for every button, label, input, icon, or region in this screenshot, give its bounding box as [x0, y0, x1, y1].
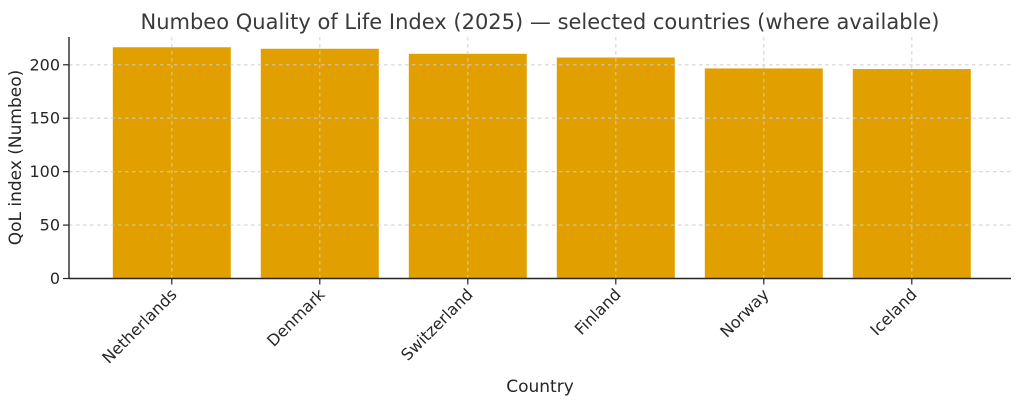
bar-finland — [556, 57, 675, 279]
x-tick-label-switzerland: Switzerland — [397, 285, 476, 364]
x-axis-label: Country — [506, 377, 574, 397]
bar-iceland — [852, 69, 971, 279]
y-tick-label: 200 — [29, 55, 60, 74]
y-tick-label: 100 — [29, 162, 60, 181]
grid-layer — [69, 37, 1011, 279]
chart-title: Numbeo Quality of Life Index (2025) — se… — [141, 10, 940, 34]
bars-layer — [112, 47, 971, 279]
x-tick-label-finland: Finland — [571, 285, 625, 339]
x-tick-label-denmark: Denmark — [263, 284, 329, 350]
y-tick-label: 50 — [40, 216, 60, 235]
x-tick-label-netherlands: Netherlands — [98, 285, 180, 367]
x-tick-label-norway: Norway — [716, 285, 772, 341]
x-tick-label-iceland: Iceland — [866, 285, 920, 339]
y-tick-label: 150 — [29, 109, 60, 128]
y-tick-label: 0 — [50, 269, 60, 288]
bar-netherlands — [112, 47, 231, 279]
y-axis-label: QoL index (Numbeo) — [6, 70, 26, 246]
